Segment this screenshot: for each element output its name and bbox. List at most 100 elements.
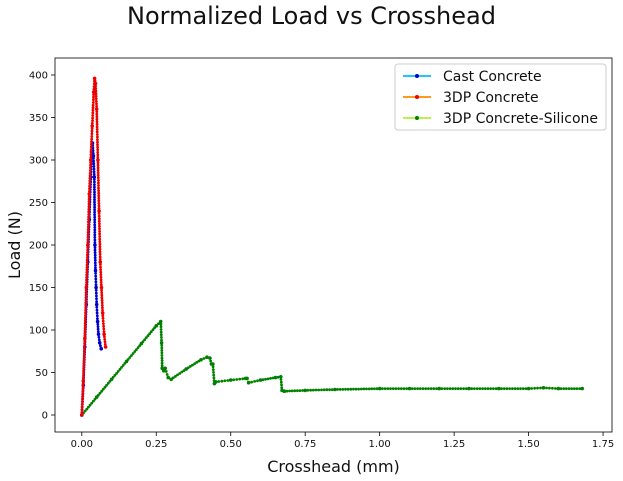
data-point xyxy=(97,209,101,213)
data-point xyxy=(93,193,96,197)
data-point xyxy=(84,311,87,315)
data-point xyxy=(88,190,91,193)
data-point xyxy=(397,387,400,390)
data-point xyxy=(575,387,579,390)
data-point xyxy=(93,258,97,262)
data-point xyxy=(84,314,87,317)
data-point xyxy=(97,212,101,215)
data-point xyxy=(97,214,101,218)
data-point xyxy=(88,171,92,175)
data-point xyxy=(148,332,152,336)
data-point xyxy=(85,258,89,262)
data-point xyxy=(93,220,97,224)
data-point xyxy=(391,387,395,390)
data-point xyxy=(214,380,218,384)
data-point xyxy=(89,150,93,154)
legend-box xyxy=(394,63,607,131)
data-point xyxy=(82,359,86,363)
data-point xyxy=(519,387,522,390)
data-point xyxy=(83,332,87,335)
data-point xyxy=(505,387,509,390)
data-point xyxy=(470,387,474,390)
data-point xyxy=(96,161,100,165)
data-point xyxy=(217,380,221,383)
data-point xyxy=(160,346,164,350)
data-point xyxy=(81,382,85,385)
data-point xyxy=(551,386,554,390)
data-point xyxy=(82,369,85,373)
data-point xyxy=(98,391,102,395)
x-axis-label: Crosshead (mm) xyxy=(267,457,400,476)
data-point xyxy=(157,322,160,325)
data-point xyxy=(90,140,93,144)
data-point xyxy=(285,389,289,393)
data-point xyxy=(103,343,107,346)
data-point xyxy=(91,103,95,107)
data-point xyxy=(144,336,148,339)
data-point xyxy=(93,231,97,234)
data-point xyxy=(564,387,568,390)
data-point xyxy=(101,319,105,323)
data-point xyxy=(84,316,87,320)
data-point xyxy=(94,94,98,98)
data-point xyxy=(96,138,99,142)
data-point xyxy=(90,137,94,141)
data-point xyxy=(99,265,102,269)
data-point xyxy=(102,332,106,337)
data-point xyxy=(199,358,203,362)
data-point xyxy=(211,368,215,371)
data-point xyxy=(99,275,103,279)
data-point xyxy=(83,329,87,333)
data-point xyxy=(93,226,97,229)
data-point xyxy=(93,198,96,202)
data-point xyxy=(92,175,97,179)
data-point xyxy=(98,250,102,254)
data-point xyxy=(103,385,107,389)
data-point xyxy=(99,273,103,277)
data-point xyxy=(98,235,102,238)
data-point xyxy=(93,215,97,219)
data-point xyxy=(235,378,239,381)
data-point xyxy=(82,352,86,355)
data-point xyxy=(89,166,92,170)
data-point xyxy=(481,387,484,390)
data-point xyxy=(539,386,542,390)
data-point xyxy=(273,375,278,380)
data-point xyxy=(92,172,96,176)
data-point xyxy=(90,122,94,125)
data-point xyxy=(556,386,561,391)
data-point xyxy=(96,327,100,331)
data-point xyxy=(116,370,120,373)
data-point xyxy=(84,301,88,305)
data-point xyxy=(95,127,99,131)
data-point xyxy=(84,291,88,294)
data-point xyxy=(96,322,100,326)
data-point xyxy=(195,361,199,364)
data-point xyxy=(97,393,100,397)
data-point xyxy=(84,288,88,292)
data-point xyxy=(82,374,85,378)
data-point xyxy=(151,328,155,332)
data-point xyxy=(89,148,93,151)
data-point xyxy=(93,185,96,189)
data-point xyxy=(202,357,206,360)
data-point xyxy=(93,183,96,187)
data-point xyxy=(98,260,103,264)
legend-label: Cast Concrete xyxy=(443,69,542,85)
data-point xyxy=(141,340,145,343)
data-point xyxy=(83,334,87,338)
data-point xyxy=(497,386,501,391)
data-point xyxy=(93,180,96,184)
data-point xyxy=(94,266,97,270)
data-point xyxy=(362,387,366,391)
data-point xyxy=(97,217,101,221)
data-point xyxy=(85,268,89,272)
data-point xyxy=(80,413,84,417)
data-point xyxy=(159,325,163,329)
data-point xyxy=(85,271,89,274)
data-point xyxy=(427,387,430,390)
data-point xyxy=(82,377,85,380)
data-point xyxy=(545,386,548,390)
data-point xyxy=(241,377,245,381)
data-point xyxy=(367,387,371,391)
